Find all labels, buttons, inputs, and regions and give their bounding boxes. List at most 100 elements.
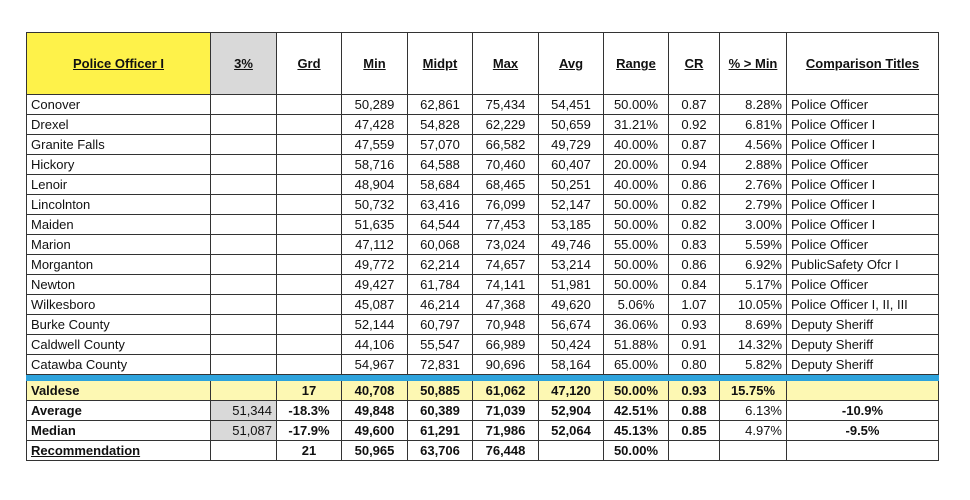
cr-value[interactable]: 0.84 [668,274,720,295]
agency-name[interactable]: Caldwell County [26,334,211,355]
cr-value[interactable]: 0.82 [668,194,720,215]
range-value[interactable]: 50.00% [603,274,669,295]
cr-value[interactable]: 1.07 [668,294,720,315]
recommendation-min[interactable]: 50,965 [341,440,408,461]
comparison-title[interactable]: Police Officer I [786,174,939,195]
pct-cell[interactable] [210,94,277,115]
header-pct[interactable]: 3% [210,32,277,95]
min-value[interactable]: 51,635 [341,214,408,235]
agency-name[interactable]: Marion [26,234,211,255]
max-value[interactable]: 68,465 [472,174,539,195]
min-value[interactable]: 47,112 [341,234,408,255]
comparison-title[interactable]: Deputy Sheriff [786,314,939,335]
pct-over-min-value[interactable]: 5.59% [719,234,787,255]
grade-cell[interactable] [276,334,342,355]
grade-cell[interactable] [276,154,342,175]
pct-over-min-value[interactable]: 3.00% [719,214,787,235]
recommendation-comparison-cell[interactable] [786,440,939,461]
midpt-value[interactable]: 62,214 [407,254,473,275]
midpt-value[interactable]: 60,797 [407,314,473,335]
midpt-value[interactable]: 57,070 [407,134,473,155]
pct-cell[interactable] [210,214,277,235]
valdese-avg[interactable]: 47,120 [538,380,604,401]
agency-name[interactable]: Catawba County [26,354,211,375]
cr-value[interactable]: 0.86 [668,254,720,275]
agency-name[interactable]: Maiden [26,214,211,235]
cr-value[interactable]: 0.92 [668,114,720,135]
pct-over-min-value[interactable]: 6.92% [719,254,787,275]
median-midpt[interactable]: 61,291 [407,420,473,441]
midpt-value[interactable]: 62,861 [407,94,473,115]
avg-value[interactable]: 49,746 [538,234,604,255]
min-value[interactable]: 48,904 [341,174,408,195]
range-value[interactable]: 20.00% [603,154,669,175]
pct-cell[interactable] [210,234,277,255]
range-value[interactable]: 51.88% [603,334,669,355]
header-cr[interactable]: CR [668,32,720,95]
average-max[interactable]: 71,039 [472,400,539,421]
grade-cell[interactable] [276,354,342,375]
agency-name[interactable]: Newton [26,274,211,295]
valdese-range[interactable]: 50.00% [603,380,669,401]
min-value[interactable]: 58,716 [341,154,408,175]
recommendation-cr-cell[interactable] [668,440,720,461]
average-avg[interactable]: 52,904 [538,400,604,421]
pct-over-min-value[interactable]: 4.56% [719,134,787,155]
max-value[interactable]: 74,141 [472,274,539,295]
average-pct[interactable]: 51,344 [210,400,277,421]
agency-name[interactable]: Conover [26,94,211,115]
pct-over-min-value[interactable]: 5.82% [719,354,787,375]
cr-value[interactable]: 0.91 [668,334,720,355]
avg-value[interactable]: 50,659 [538,114,604,135]
midpt-value[interactable]: 55,547 [407,334,473,355]
recommendation-range[interactable]: 50.00% [603,440,669,461]
midpt-value[interactable]: 63,416 [407,194,473,215]
range-value[interactable]: 65.00% [603,354,669,375]
max-value[interactable]: 70,948 [472,314,539,335]
average-grade[interactable]: -18.3% [276,400,342,421]
agency-name[interactable]: Lenoir [26,174,211,195]
grade-cell[interactable] [276,214,342,235]
avg-value[interactable]: 58,164 [538,354,604,375]
header-midpt[interactable]: Midpt [407,32,473,95]
avg-value[interactable]: 56,674 [538,314,604,335]
avg-value[interactable]: 50,424 [538,334,604,355]
max-value[interactable]: 74,657 [472,254,539,275]
grade-cell[interactable] [276,134,342,155]
average-pct-over-min[interactable]: 6.13% [719,400,787,421]
median-avg[interactable]: 52,064 [538,420,604,441]
pct-over-min-value[interactable]: 8.28% [719,94,787,115]
pct-cell[interactable] [210,174,277,195]
median-pct-over-min[interactable]: 4.97% [719,420,787,441]
valdese-pct-cell[interactable] [210,380,277,401]
min-value[interactable]: 50,289 [341,94,408,115]
recommendation-midpt[interactable]: 63,706 [407,440,473,461]
pct-over-min-value[interactable]: 2.88% [719,154,787,175]
comparison-title[interactable]: Deputy Sheriff [786,334,939,355]
median-grade[interactable]: -17.9% [276,420,342,441]
grade-cell[interactable] [276,94,342,115]
comparison-title[interactable]: PublicSafety Ofcr I [786,254,939,275]
max-value[interactable]: 77,453 [472,214,539,235]
cr-value[interactable]: 0.80 [668,354,720,375]
cr-value[interactable]: 0.83 [668,234,720,255]
range-value[interactable]: 50.00% [603,194,669,215]
pct-over-min-value[interactable]: 2.76% [719,174,787,195]
agency-name[interactable]: Morganton [26,254,211,275]
min-value[interactable]: 47,428 [341,114,408,135]
median-comparison[interactable]: -9.5% [786,420,939,441]
range-value[interactable]: 36.06% [603,314,669,335]
header-pct-over-min[interactable]: % > Min [719,32,787,95]
pct-cell[interactable] [210,154,277,175]
cr-value[interactable]: 0.93 [668,314,720,335]
pct-cell[interactable] [210,354,277,375]
median-cr[interactable]: 0.85 [668,420,720,441]
cr-value[interactable]: 0.94 [668,154,720,175]
min-value[interactable]: 49,772 [341,254,408,275]
comparison-title[interactable]: Police Officer I [786,114,939,135]
avg-value[interactable]: 49,620 [538,294,604,315]
average-midpt[interactable]: 60,389 [407,400,473,421]
header-max[interactable]: Max [472,32,539,95]
min-value[interactable]: 45,087 [341,294,408,315]
header-min[interactable]: Min [341,32,408,95]
